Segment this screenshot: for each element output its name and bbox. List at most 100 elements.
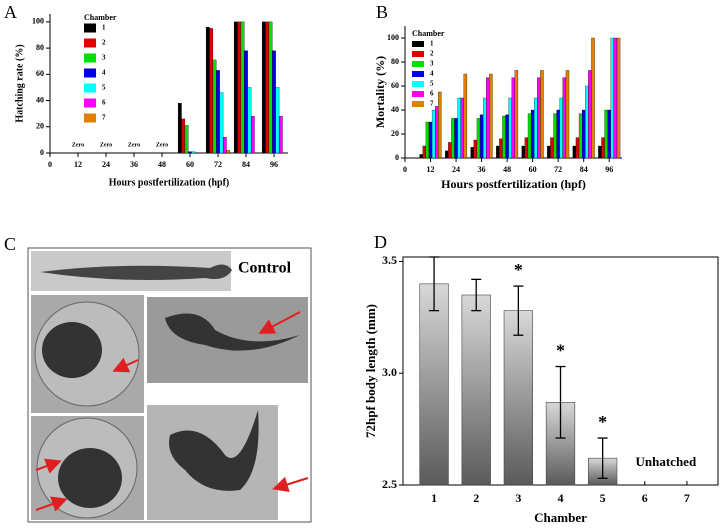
- bar: [272, 50, 276, 154]
- bar: [486, 77, 490, 159]
- bar: [575, 137, 580, 159]
- y-axis-label: 72hpf body length (mm): [363, 304, 378, 438]
- y-tick-label: 40: [36, 95, 44, 104]
- bar: [613, 37, 618, 159]
- bar: [530, 109, 535, 159]
- bar: [435, 106, 439, 159]
- x-tick-label: 36: [478, 165, 486, 174]
- bar: [268, 21, 273, 154]
- legend-label: 2: [102, 39, 106, 47]
- legend-swatch: [412, 81, 424, 87]
- annotation: *: [598, 412, 607, 432]
- legend-swatch: [84, 83, 96, 93]
- bar: [524, 137, 529, 159]
- bar: [585, 85, 589, 159]
- panel-letter: B: [376, 2, 388, 22]
- y-tick-label: 20: [36, 122, 44, 131]
- bar: [578, 113, 583, 159]
- bar: [451, 118, 455, 159]
- y-tick-label: 80: [391, 57, 399, 66]
- bar: [233, 21, 238, 154]
- legend-swatch: [84, 53, 96, 63]
- bar: [278, 116, 283, 154]
- x-tick-label: 5: [600, 491, 606, 505]
- annotation: *: [556, 341, 565, 361]
- y-tick-label: 40: [391, 105, 399, 114]
- y-tick-label: 3.5: [382, 253, 397, 267]
- legend-swatch: [412, 51, 424, 57]
- bar: [222, 137, 227, 154]
- x-tick-label: 12: [427, 165, 435, 174]
- y-tick-label: 60: [36, 69, 44, 78]
- bar: [216, 70, 220, 154]
- x-tick-label: 48: [158, 160, 166, 169]
- bar: [191, 151, 196, 154]
- bar: [553, 113, 557, 159]
- bar: [550, 137, 554, 159]
- bar: [184, 125, 189, 154]
- legend-label: 2: [430, 50, 434, 58]
- panel-c: C Control: [4, 234, 312, 523]
- bar: [240, 21, 245, 154]
- panel-letter: A: [4, 2, 17, 22]
- legend-swatch: [84, 38, 96, 48]
- legend-label: 6: [102, 99, 106, 107]
- x-tick-label: 24: [452, 165, 460, 174]
- bar: [562, 77, 567, 159]
- panel-letter: C: [4, 234, 16, 254]
- arrow: [35, 496, 68, 512]
- bar: [572, 145, 577, 159]
- bar: [489, 73, 493, 159]
- legend-swatch: [412, 91, 424, 97]
- legend-swatch: [412, 61, 424, 67]
- x-tick-label: 84: [242, 160, 250, 169]
- legend-title: Chamber: [412, 29, 445, 38]
- bar: [511, 77, 516, 159]
- bar: [499, 138, 503, 159]
- bar: [275, 87, 280, 154]
- legend-label: 4: [430, 70, 434, 78]
- legend-swatch: [412, 71, 424, 77]
- legend-swatch: [412, 41, 424, 47]
- legend-swatch: [84, 68, 96, 78]
- annotation: Zero: [72, 142, 84, 148]
- bar: [505, 114, 509, 159]
- bar: [473, 139, 478, 159]
- bar: [610, 37, 615, 159]
- annotation: Unhatched: [636, 454, 697, 469]
- x-tick-label: 36: [130, 160, 138, 169]
- bar: [431, 109, 436, 159]
- x-axis-label: Hours postfertilization (hpf): [441, 177, 586, 191]
- y-tick-label: 80: [36, 43, 44, 52]
- y-tick-label: 20: [391, 129, 399, 138]
- x-tick-label: 60: [186, 160, 194, 169]
- x-tick-label: 2: [473, 491, 479, 505]
- bar: [604, 109, 608, 159]
- bar: [479, 114, 484, 159]
- bar: [237, 21, 242, 154]
- bar: [244, 50, 248, 154]
- bar: [591, 37, 595, 159]
- legend-label: 6: [430, 90, 434, 98]
- bar: [209, 28, 214, 154]
- bar: [521, 145, 526, 159]
- annotation: Zero: [156, 142, 168, 148]
- x-tick-label: 84: [580, 165, 588, 174]
- legend-label: 7: [430, 100, 434, 108]
- bar: [527, 113, 532, 159]
- x-tick-label: 7: [684, 491, 690, 505]
- y-axis-label: Mortality (%): [373, 56, 387, 128]
- y-axis-label: Hatching rate (%): [14, 44, 25, 122]
- x-tick-label: 60: [529, 165, 537, 174]
- x-tick-label: 96: [605, 165, 613, 174]
- arrow: [35, 458, 62, 474]
- x-tick-label: 4: [558, 491, 564, 505]
- x-tick-label: 48: [503, 165, 511, 174]
- fish: [169, 410, 259, 491]
- fish: [58, 448, 122, 508]
- legend-swatch: [84, 23, 96, 33]
- bar: [461, 294, 491, 486]
- legend-label: 3: [430, 60, 434, 68]
- legend-title: Chamber: [84, 13, 117, 22]
- bar: [205, 26, 210, 154]
